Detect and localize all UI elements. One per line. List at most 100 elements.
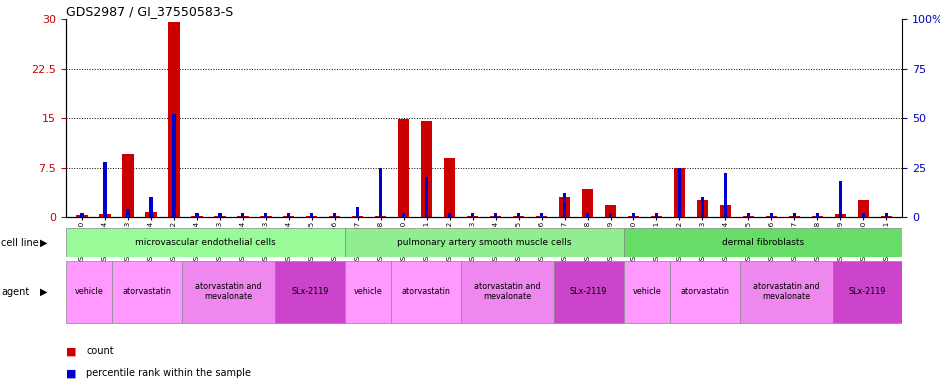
Bar (494, 213, 497, 217)
Text: vehicle: vehicle (74, 287, 103, 296)
Bar (391, 260, 461, 323)
Bar (214, 216, 226, 217)
Bar (191, 216, 202, 217)
Bar (196, 213, 198, 217)
Bar (670, 260, 740, 323)
Text: vehicle: vehicle (353, 287, 383, 296)
Bar (447, 213, 451, 217)
Bar (766, 216, 777, 217)
Bar (513, 216, 525, 217)
Text: atorvastatin and
mevalonate: atorvastatin and mevalonate (753, 283, 820, 301)
Bar (674, 167, 685, 217)
Bar (720, 205, 731, 217)
Text: cell line: cell line (1, 238, 39, 248)
Bar (149, 197, 152, 217)
Text: ■: ■ (66, 346, 76, 356)
Bar (838, 181, 842, 217)
Bar (885, 213, 888, 217)
Text: ▶: ▶ (40, 287, 48, 297)
Bar (145, 212, 157, 217)
Bar (563, 193, 566, 217)
Bar (490, 216, 501, 217)
Bar (99, 214, 111, 217)
Bar (329, 216, 340, 217)
Text: count: count (86, 346, 114, 356)
Bar (264, 213, 268, 217)
Bar (168, 23, 180, 217)
Bar (237, 216, 248, 217)
Bar (345, 260, 391, 323)
Bar (471, 213, 475, 217)
Bar (283, 216, 294, 217)
Bar (536, 216, 547, 217)
Bar (402, 213, 405, 217)
Bar (746, 213, 750, 217)
Bar (66, 260, 112, 323)
Text: ■: ■ (66, 368, 76, 378)
Bar (461, 260, 554, 323)
Text: SLx-2119: SLx-2119 (570, 287, 607, 296)
Bar (743, 216, 754, 217)
Bar (554, 260, 623, 323)
Bar (623, 260, 670, 323)
Bar (700, 197, 704, 217)
Bar (379, 167, 383, 217)
Bar (792, 213, 796, 217)
Bar (655, 213, 658, 217)
Bar (310, 213, 313, 217)
Text: GDS2987 / GI_37550583-S: GDS2987 / GI_37550583-S (66, 5, 233, 18)
Bar (558, 197, 571, 217)
Text: atorvastatin and
mevalonate: atorvastatin and mevalonate (474, 283, 540, 301)
Text: agent: agent (1, 287, 29, 297)
Bar (628, 216, 639, 217)
Bar (76, 215, 87, 217)
Text: ▶: ▶ (40, 238, 48, 248)
Bar (609, 213, 612, 217)
Text: SLx-2119: SLx-2119 (291, 287, 328, 296)
Bar (241, 213, 244, 217)
Bar (287, 213, 290, 217)
Bar (444, 158, 455, 217)
Bar (103, 162, 106, 217)
Bar (604, 205, 617, 217)
Bar (835, 214, 846, 217)
Bar (172, 114, 176, 217)
Bar (375, 216, 386, 217)
Bar (862, 213, 865, 217)
Bar (740, 260, 833, 323)
Bar (881, 216, 892, 217)
Bar (345, 228, 623, 257)
Text: SLx-2119: SLx-2119 (849, 287, 886, 296)
Bar (632, 213, 635, 217)
Text: atorvastatin: atorvastatin (123, 287, 172, 296)
Text: atorvastatin: atorvastatin (681, 287, 729, 296)
Bar (122, 154, 133, 217)
Bar (333, 213, 337, 217)
Bar (678, 167, 682, 217)
Text: atorvastatin and
mevalonate: atorvastatin and mevalonate (196, 283, 261, 301)
Bar (218, 213, 222, 217)
Bar (816, 213, 819, 217)
Bar (540, 213, 543, 217)
Bar (811, 216, 823, 217)
Bar (66, 228, 345, 257)
Text: pulmonary artery smooth muscle cells: pulmonary artery smooth muscle cells (397, 238, 572, 247)
Bar (857, 200, 870, 217)
Bar (260, 216, 272, 217)
Bar (182, 260, 274, 323)
Text: atorvastatin: atorvastatin (401, 287, 450, 296)
Bar (724, 174, 728, 217)
Bar (421, 121, 432, 217)
Bar (697, 200, 708, 217)
Bar (274, 260, 345, 323)
Bar (833, 260, 902, 323)
Bar (582, 189, 593, 217)
Bar (623, 228, 902, 257)
Bar (398, 119, 410, 217)
Bar (789, 216, 800, 217)
Text: vehicle: vehicle (633, 287, 661, 296)
Bar (126, 209, 130, 217)
Text: dermal fibroblasts: dermal fibroblasts (722, 238, 804, 247)
Bar (112, 260, 182, 323)
Bar (306, 216, 318, 217)
